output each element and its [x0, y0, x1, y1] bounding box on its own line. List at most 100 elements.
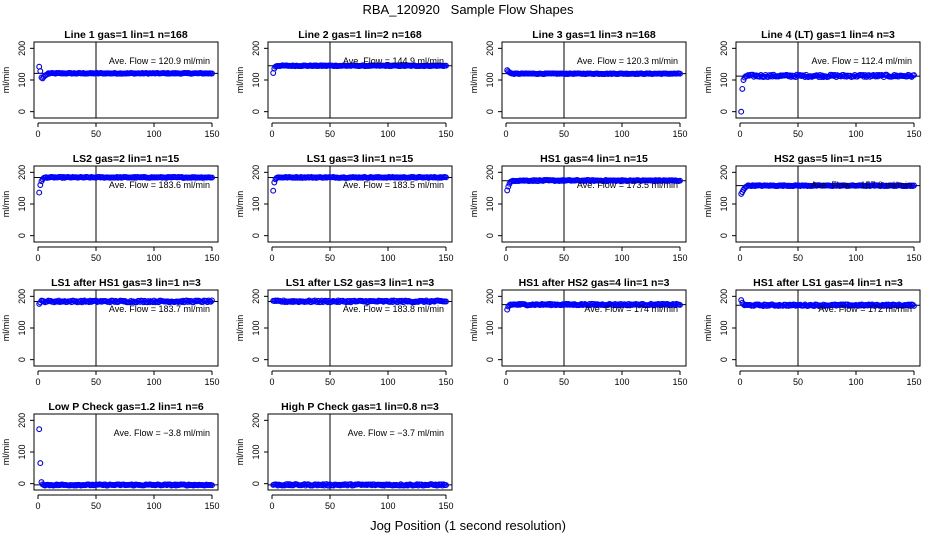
data-point [209, 70, 215, 77]
x-tick-label: 100 [614, 253, 629, 263]
y-axis-label: ml/min [1, 439, 11, 466]
x-tick-label: 150 [672, 253, 687, 263]
average-flow-annotation: Ave. Flow = 172 ml/min [818, 304, 912, 314]
average-flow-annotation: Ave. Flow = 144.9 ml/min [343, 56, 444, 66]
x-tick-label: 0 [35, 253, 40, 263]
x-tick-label: 50 [325, 377, 335, 387]
x-tick-label: 150 [906, 129, 921, 139]
y-axis-label: ml/min [1, 67, 11, 94]
data-point [36, 426, 43, 433]
x-tick-label: 0 [737, 377, 742, 387]
y-axis-label: ml/min [235, 315, 245, 342]
data-points [738, 182, 917, 197]
y-tick-label: 0 [251, 481, 261, 486]
panel-title: LS1 gas=3 lin=1 n=15 [307, 153, 414, 165]
y-tick-label: 100 [719, 320, 729, 335]
data-point [271, 179, 278, 186]
y-tick-label: 0 [485, 233, 495, 238]
figure-x-axis-label: Jog Position (1 second resolution) [370, 518, 566, 533]
y-tick-label: 200 [251, 413, 261, 428]
y-tick-label: 100 [485, 196, 495, 211]
x-tick-label: 0 [35, 501, 40, 511]
x-tick-label: 150 [204, 129, 219, 139]
average-flow-annotation: Ave. Flow = 183.6 ml/min [109, 180, 210, 190]
y-axis-label: ml/min [1, 191, 11, 218]
x-tick-label: 50 [91, 129, 101, 139]
data-point [504, 306, 511, 313]
y-tick-label: 200 [719, 165, 729, 180]
data-points [36, 63, 215, 82]
data-points [270, 297, 449, 306]
panel-title: Line 4 (LT) gas=1 lin=4 n=3 [761, 29, 895, 41]
y-tick-label: 0 [251, 109, 261, 114]
y-tick-label: 100 [17, 444, 27, 459]
data-point [209, 297, 215, 304]
y-axis-label: ml/min [235, 191, 245, 218]
panel-1: Line 1 gas=1 lin=1 n=168 0 100 200 0 50 100 150… [1, 29, 220, 139]
x-tick-label: 0 [503, 253, 508, 263]
plot-frame [735, 165, 921, 243]
y-axis-label: ml/min [469, 315, 479, 342]
y-axis-label: ml/min [703, 315, 713, 342]
y-tick-label: 0 [485, 109, 495, 114]
data-points [36, 426, 215, 489]
plot-frame [267, 41, 453, 119]
y-tick-label: 100 [485, 320, 495, 335]
y-tick-label: 200 [17, 413, 27, 428]
x-tick-label: 150 [672, 377, 687, 387]
x-tick-label: 100 [146, 501, 161, 511]
x-tick-label: 50 [325, 129, 335, 139]
panel-6: LS1 gas=3 lin=1 n=15 0 100 200 0 50 100 150 ml/m… [235, 153, 454, 263]
data-point [37, 460, 44, 467]
average-flow-annotation: Ave. Flow = 183.7 ml/min [109, 304, 210, 314]
x-tick-label: 50 [793, 253, 803, 263]
x-tick-label: 150 [906, 253, 921, 263]
y-tick-label: 100 [251, 320, 261, 335]
data-points [270, 173, 449, 194]
average-flow-annotation: Ave. Flow = −3.8 ml/min [114, 428, 210, 438]
data-point [36, 189, 43, 196]
panel-13: Low P Check gas=1.2 lin=1 n=6 0 100 200 0 50 1… [1, 401, 220, 511]
panel-title: LS1 after HS1 gas=3 lin=1 n=3 [51, 277, 201, 289]
x-tick-label: 0 [269, 253, 274, 263]
average-flow-annotation: Ave. Flow = 183.8 ml/min [343, 304, 444, 314]
x-tick-label: 150 [438, 501, 453, 511]
y-tick-label: 200 [251, 41, 261, 56]
x-tick-label: 100 [614, 377, 629, 387]
data-point [911, 302, 917, 309]
average-flow-annotation: Ave. Flow = 173.5 ml/min [577, 180, 678, 190]
y-axis-label: ml/min [1, 315, 11, 342]
x-tick-label: 100 [614, 129, 629, 139]
y-tick-label: 0 [719, 109, 729, 114]
y-tick-label: 100 [719, 196, 729, 211]
x-tick-label: 50 [793, 129, 803, 139]
data-points [738, 71, 917, 115]
average-flow-annotation: Ave. Flow = 112.4 ml/min [812, 56, 912, 66]
data-point [443, 62, 449, 69]
y-tick-label: 0 [251, 233, 261, 238]
y-tick-label: 200 [719, 41, 729, 56]
data-point [911, 72, 917, 79]
data-point [270, 187, 277, 194]
y-tick-label: 100 [251, 72, 261, 87]
plot-frame [735, 289, 921, 367]
average-flow-annotation: Ave. Flow = 183.5 ml/min [343, 180, 444, 190]
panel-title: Line 3 gas=1 lin=3 n=168 [532, 29, 656, 41]
data-points [504, 300, 683, 313]
y-tick-label: 100 [17, 72, 27, 87]
x-tick-label: 50 [325, 253, 335, 263]
y-tick-label: 200 [485, 165, 495, 180]
data-point [207, 298, 214, 305]
average-flow-annotation: Ave. Flow = −3.7 ml/min [348, 428, 444, 438]
x-tick-label: 50 [559, 253, 569, 263]
x-tick-label: 100 [146, 377, 161, 387]
y-tick-label: 0 [485, 357, 495, 362]
data-point [911, 182, 917, 189]
y-tick-label: 100 [251, 444, 261, 459]
plot-frame [267, 413, 453, 491]
x-tick-label: 0 [737, 253, 742, 263]
y-tick-label: 200 [485, 289, 495, 304]
data-points [504, 67, 683, 77]
figure-title: RBA_120920 Sample Flow Shapes [362, 2, 574, 17]
average-flow-annotation: Ave. Flow = 174 ml/min [584, 304, 678, 314]
